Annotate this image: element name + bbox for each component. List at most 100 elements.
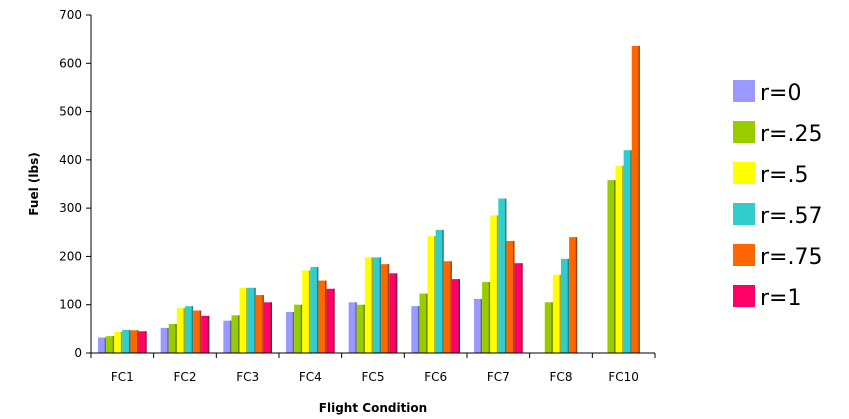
bar [498, 198, 507, 353]
bar [364, 257, 373, 353]
bar-edge [630, 150, 632, 353]
bar-edge [496, 215, 499, 353]
y-tick-label: 700 [59, 8, 82, 22]
bar-edge [395, 273, 398, 353]
x-tick-label: FC5 [362, 370, 385, 384]
bar [348, 302, 357, 353]
bar [381, 264, 390, 353]
bar [247, 287, 256, 353]
bar [482, 282, 491, 353]
legend-label: r=.75 [760, 245, 822, 270]
bar [427, 236, 436, 353]
bar [419, 293, 428, 353]
x-tick-label: FC8 [550, 370, 573, 384]
bar-edge [551, 302, 553, 353]
axes-layer [90, 15, 655, 354]
legend-label: r=0 [760, 81, 801, 106]
x-tick-label: FC6 [424, 370, 447, 384]
bar [122, 329, 131, 353]
bar [490, 215, 499, 353]
bar-edge [442, 229, 444, 353]
bar-edge [262, 295, 264, 353]
bar [310, 267, 319, 353]
y-tick-label: 100 [59, 298, 82, 312]
bar [356, 304, 365, 353]
legend: r=0 r=.25 r=.5 r=.57 r=.75 r=1 [733, 80, 822, 311]
bar-edge [120, 331, 123, 353]
legend-swatch [733, 285, 755, 307]
bar-edge [559, 274, 561, 353]
legend-label: r=.57 [760, 204, 822, 229]
bar-edge [521, 263, 523, 353]
bar-edge [434, 236, 436, 353]
bar [631, 45, 640, 353]
bar [474, 298, 483, 353]
legend-swatch [733, 121, 755, 143]
y-tick-label: 500 [59, 105, 82, 119]
bar [569, 237, 578, 353]
bar-edge [450, 261, 452, 353]
bar [176, 308, 185, 353]
y-tick-label: 300 [59, 201, 82, 215]
bar [318, 280, 327, 353]
y-ticks: 0 100 200 300 400 500 600 700 [59, 8, 91, 360]
bar-edge [308, 270, 311, 353]
x-tick-label: FC3 [236, 370, 259, 384]
bar [114, 331, 123, 353]
bar-edge [316, 267, 319, 353]
bar-edge [333, 288, 335, 353]
bar-edge [254, 287, 256, 353]
bar-edge [104, 337, 107, 353]
bar-edge [145, 331, 147, 353]
bar-edge [191, 306, 194, 353]
bar [98, 337, 107, 353]
bar [286, 311, 295, 353]
bar [623, 150, 632, 353]
x-tick-label: FC4 [299, 370, 322, 384]
bars-layer [98, 45, 640, 353]
x-tick-label: FC7 [487, 370, 510, 384]
legend-swatch [733, 162, 755, 184]
bar-edge [480, 298, 483, 353]
bar [373, 257, 382, 353]
bar-edge [417, 306, 420, 353]
bar [106, 336, 115, 353]
bar-edge [513, 240, 515, 353]
bar [255, 295, 264, 353]
bar-edge [270, 302, 272, 353]
bar-edge [183, 308, 185, 353]
x-tick-label: FC10 [608, 370, 639, 384]
bar-edge [167, 327, 169, 353]
bar [168, 324, 177, 353]
bar [561, 258, 570, 353]
bar-edge [229, 320, 232, 353]
bar [506, 240, 515, 353]
bar [552, 274, 561, 353]
legend-label: r=.25 [760, 122, 822, 147]
bar-edge [175, 324, 177, 353]
bar [302, 270, 311, 353]
legend-swatch [733, 203, 755, 225]
bar-edge [363, 304, 365, 353]
bar-edge [207, 315, 210, 353]
bar-edge [128, 329, 131, 353]
bar [514, 263, 523, 353]
bar [443, 261, 452, 353]
bar-edge [355, 302, 357, 353]
bar [615, 165, 624, 353]
bar [231, 315, 240, 353]
legend-swatch [733, 244, 755, 266]
bar-edge [246, 287, 248, 353]
bar-edge [325, 280, 327, 353]
legend-swatch [733, 80, 755, 102]
bar-edge [622, 165, 624, 353]
bar-edge [426, 293, 428, 353]
bar-edge [504, 198, 507, 353]
bar [435, 229, 444, 353]
bar [239, 287, 248, 353]
bar-edge [300, 304, 303, 353]
y-tick-label: 600 [59, 56, 82, 70]
legend-label: r=1 [760, 286, 801, 311]
bar-edge [567, 258, 570, 353]
